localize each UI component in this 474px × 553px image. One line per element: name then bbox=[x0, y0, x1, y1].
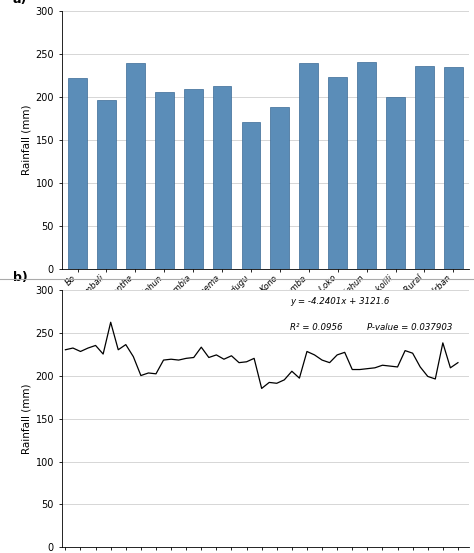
Bar bbox=[126, 62, 145, 269]
Bar bbox=[242, 122, 260, 269]
X-axis label: District: District bbox=[244, 327, 287, 337]
Text: P-value = 0.037903: P-value = 0.037903 bbox=[367, 323, 453, 332]
Text: a): a) bbox=[13, 0, 27, 6]
Bar bbox=[444, 67, 463, 269]
Legend: Average Rainfall: Average Rainfall bbox=[213, 396, 318, 414]
Bar bbox=[415, 66, 434, 269]
Bar bbox=[184, 89, 202, 269]
Bar bbox=[97, 101, 116, 269]
Text: b): b) bbox=[13, 272, 27, 284]
Bar bbox=[386, 97, 405, 269]
Bar bbox=[155, 92, 173, 269]
Bar bbox=[328, 77, 347, 269]
Text: R² = 0.0956: R² = 0.0956 bbox=[290, 323, 342, 332]
Y-axis label: Rainfall (mm): Rainfall (mm) bbox=[21, 105, 31, 175]
Y-axis label: Rainfall (mm): Rainfall (mm) bbox=[21, 383, 31, 454]
Bar bbox=[300, 64, 318, 269]
Text: y = -4.2401x + 3121.6: y = -4.2401x + 3121.6 bbox=[290, 298, 389, 306]
Bar bbox=[271, 107, 289, 269]
Bar bbox=[357, 62, 376, 269]
Bar bbox=[213, 86, 231, 269]
Bar bbox=[68, 78, 87, 269]
